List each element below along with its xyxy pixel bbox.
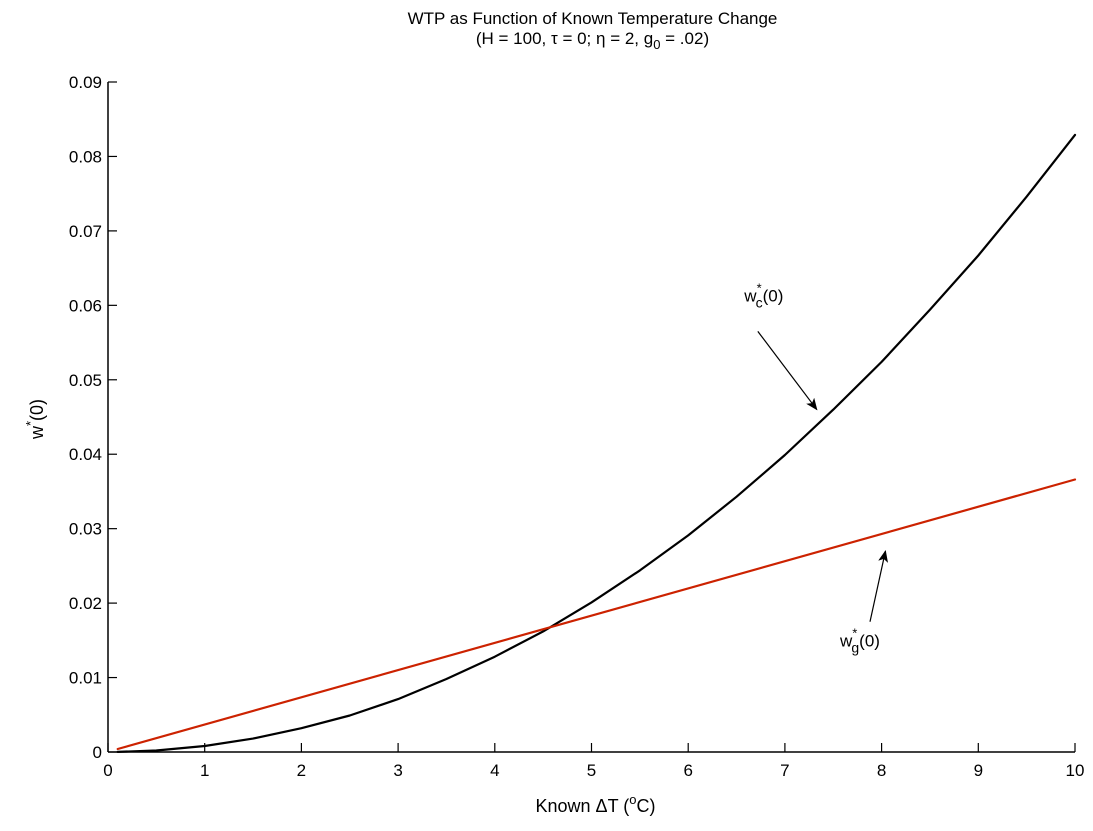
y-tick-label: 0.06: [69, 296, 102, 315]
x-tick-label: 9: [974, 761, 983, 780]
x-tick-label: 6: [683, 761, 692, 780]
x-tick-label: 7: [780, 761, 789, 780]
x-tick-label: 10: [1066, 761, 1085, 780]
y-tick-label: 0.04: [69, 445, 102, 464]
x-tick-label: 4: [490, 761, 499, 780]
series-line-wg: [116, 478, 1077, 751]
annotation-arrow-wc: [757, 331, 818, 411]
chart-title: WTP as Function of Known Temperature Cha…: [408, 9, 778, 28]
x-tick-label: 2: [297, 761, 306, 780]
chart-subtitle: (H = 100, τ = 0; η = 2, g0 = .02): [476, 29, 709, 52]
y-tick-label: 0.03: [69, 520, 102, 539]
x-axis-title: Known ΔT (oC): [536, 792, 656, 816]
x-tick-label: 1: [200, 761, 209, 780]
x-tick-label: 3: [393, 761, 402, 780]
annotation-label-wg: w* g(0): [839, 625, 880, 655]
x-tick-label: 5: [587, 761, 596, 780]
x-tick-label: 8: [877, 761, 886, 780]
y-tick-label: 0.05: [69, 371, 102, 390]
annotation-label-wc: w* c(0): [743, 281, 783, 311]
y-tick-label: 0.09: [69, 73, 102, 92]
y-tick-label: 0.02: [69, 594, 102, 613]
y-tick-label: 0.01: [69, 669, 102, 688]
y-tick-label: 0.07: [69, 222, 102, 241]
y-tick-label: 0.08: [69, 147, 102, 166]
series-line-wc: [116, 133, 1077, 754]
y-tick-label: 0: [93, 743, 102, 762]
annotation-arrow-wg: [869, 550, 889, 622]
y-axis-title: w*(0): [23, 399, 47, 440]
x-tick-label: 0: [103, 761, 112, 780]
